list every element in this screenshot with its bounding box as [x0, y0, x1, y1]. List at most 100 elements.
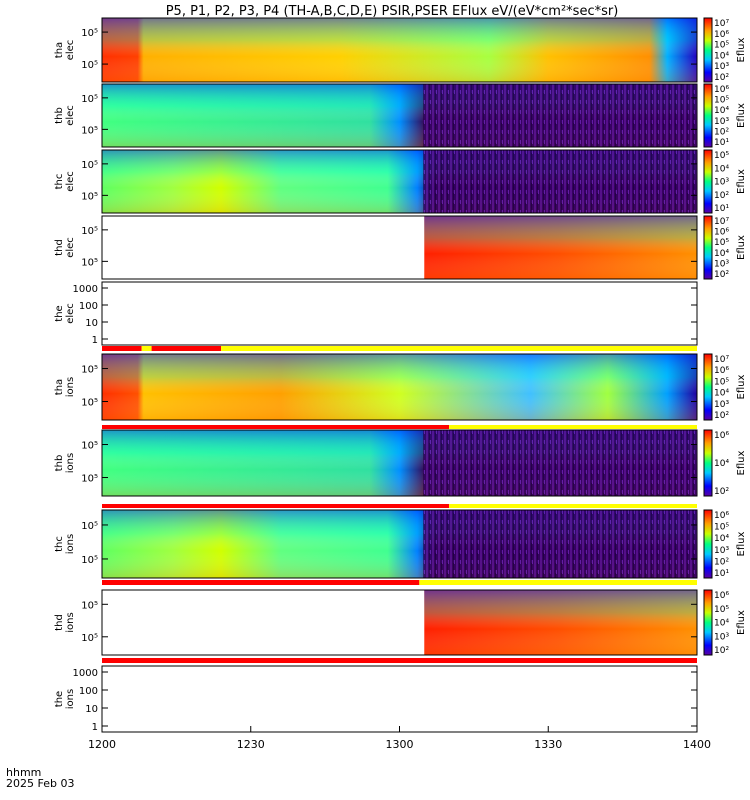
panel-species-label: elec — [65, 40, 76, 61]
spectrogram-noise-thb-ions — [423, 430, 697, 496]
colorbar-tick-label: 10⁶ — [714, 591, 729, 601]
panel-species-label: ions — [65, 453, 76, 473]
y-tick-label: 10⁵ — [81, 226, 98, 237]
panel-probe-label: thd — [54, 614, 65, 631]
x-axis: hhmm 2025 Feb 03 1200 1230 1300 1330 1400 — [6, 726, 711, 790]
panel-probe-label: tha — [54, 379, 65, 395]
colorbar-tick-label: 10⁵ — [714, 523, 729, 533]
mode-bar-segment — [102, 504, 450, 508]
colorbar-tick-label: 10⁷ — [714, 217, 729, 227]
panel-frame — [101, 589, 698, 656]
y-tick-label: 10⁵ — [81, 60, 98, 71]
mode-bar-segment — [151, 346, 221, 351]
colorbar-tick-label: 10² — [714, 270, 729, 280]
x-tick-label: 1300 — [386, 738, 414, 751]
colorbar-gradient — [703, 83, 713, 148]
colorbar-tick-label: 10⁵ — [714, 238, 729, 248]
colorbar-tick-label: 10¹ — [714, 569, 729, 579]
y-tick-label: 10⁵ — [81, 521, 98, 532]
y-tick-label: 10⁵ — [81, 555, 98, 566]
panel-probe-label: the — [54, 305, 65, 321]
panel-probe-label: thb — [54, 455, 65, 472]
colorbar-tick-label: 10⁶ — [714, 511, 729, 521]
y-tick-label: 10⁵ — [81, 160, 98, 171]
y-tick-label: 100 — [79, 301, 98, 312]
colorbar-tick-label: 10⁵ — [714, 377, 729, 387]
colorbar-tick-label: 10³ — [714, 632, 729, 642]
colorbar-tick-label: 10⁴ — [714, 459, 729, 469]
colorbar-tick-label: 10⁶ — [714, 30, 729, 40]
colorbar-tick-label: 10⁴ — [714, 51, 729, 61]
panel-frame — [101, 149, 698, 214]
y-tick-label: 1000 — [73, 284, 98, 295]
colorbar-tick-label: 10⁵ — [714, 151, 729, 161]
colorbar-tick-label: 10² — [714, 127, 729, 137]
panel-species-label: elec — [65, 237, 76, 258]
colorbar-tick-label: 10⁵ — [714, 41, 729, 51]
mode-bar-segment — [102, 346, 142, 351]
colorbar-thb-ions: 10⁶ 10⁴ 10² Eflux — [703, 429, 747, 497]
mode-bar-segment — [102, 580, 420, 585]
panel-the-ions: 1000 100 10 1 the ions — [54, 665, 698, 733]
y-tick-label: 10⁵ — [81, 474, 98, 485]
mode-bars — [102, 346, 697, 663]
colorbar-tick-label: 10¹ — [714, 138, 729, 148]
date-label: 2025 Feb 03 — [6, 777, 74, 790]
colorbar-label: Eflux — [736, 531, 747, 556]
panel-probe-label: thc — [54, 174, 65, 190]
mode-bar-segment — [102, 425, 450, 429]
panel-thd-ions: 10⁶ 10⁵ 10⁴ 10³ 10² Eflux 10⁵ 10⁵ thd ions — [54, 589, 747, 656]
panel-frame — [101, 83, 698, 148]
colorbar-tick-label: 10⁴ — [714, 164, 729, 174]
panel-probe-label: the — [54, 691, 65, 707]
colorbar-tick-label: 10⁴ — [714, 106, 729, 116]
y-tick-label: 10⁵ — [81, 600, 98, 611]
panel-frame — [101, 665, 698, 733]
colorbar-tick-label: 10² — [714, 73, 729, 83]
colorbar-tick-label: 10⁶ — [714, 85, 729, 95]
panel-frame — [101, 429, 698, 497]
colorbar-gradient — [703, 149, 713, 214]
mode-bar-segment — [449, 504, 697, 508]
colorbar-label: Eflux — [736, 169, 747, 194]
colorbar-tick-label: 10² — [714, 557, 729, 567]
panel-species-label: ions — [65, 689, 76, 709]
spectrogram-shading-tha-ions — [102, 354, 697, 420]
panel-frame — [101, 353, 698, 421]
x-axis-label: hhmm — [6, 766, 41, 779]
colorbar-tick-label: 10⁴ — [714, 619, 729, 629]
spectrogram-shading-tha-elec — [102, 18, 697, 82]
colorbar-tick-label: 10⁴ — [714, 389, 729, 399]
x-tick-label: 1200 — [88, 738, 116, 751]
colorbar-tick-label: 10³ — [714, 546, 729, 556]
panel-species-label: elec — [65, 303, 76, 324]
colorbar-tick-label: 10⁴ — [714, 249, 729, 259]
panel-probe-label: thd — [54, 239, 65, 256]
y-tick-label: 10⁵ — [81, 257, 98, 268]
mode-bar-segment — [419, 580, 697, 585]
y-tick-label: 10⁵ — [81, 28, 98, 39]
figure-title: P5, P1, P2, P3, P4 (TH-A,B,C,D,E) PSIR,P… — [166, 4, 619, 19]
y-tick-label: 10 — [85, 704, 98, 715]
colorbar-tick-label: 10² — [714, 191, 729, 201]
colorbar-tick-label: 10³ — [714, 400, 729, 410]
panel-probe-label: thb — [54, 107, 65, 124]
panel-probe-label: thc — [54, 536, 65, 552]
colorbar-tick-label: 10⁵ — [714, 96, 729, 106]
panel-species-label: ions — [65, 612, 76, 632]
panel-species-label: ions — [65, 377, 76, 397]
x-tick-label: 1330 — [534, 738, 562, 751]
panel-the-elec: 1000 100 10 1 the elec — [54, 281, 698, 346]
y-tick-label: 10⁵ — [81, 441, 98, 452]
colorbar-tick-label: 10² — [714, 411, 729, 421]
colorbar-thd-ions: 10⁶ 10⁵ 10⁴ 10³ 10² Eflux — [703, 589, 747, 656]
mode-bar-segment — [449, 425, 697, 429]
colorbar-tick-label: 10³ — [714, 117, 729, 127]
colorbar-tick-label: 10⁶ — [714, 228, 729, 238]
